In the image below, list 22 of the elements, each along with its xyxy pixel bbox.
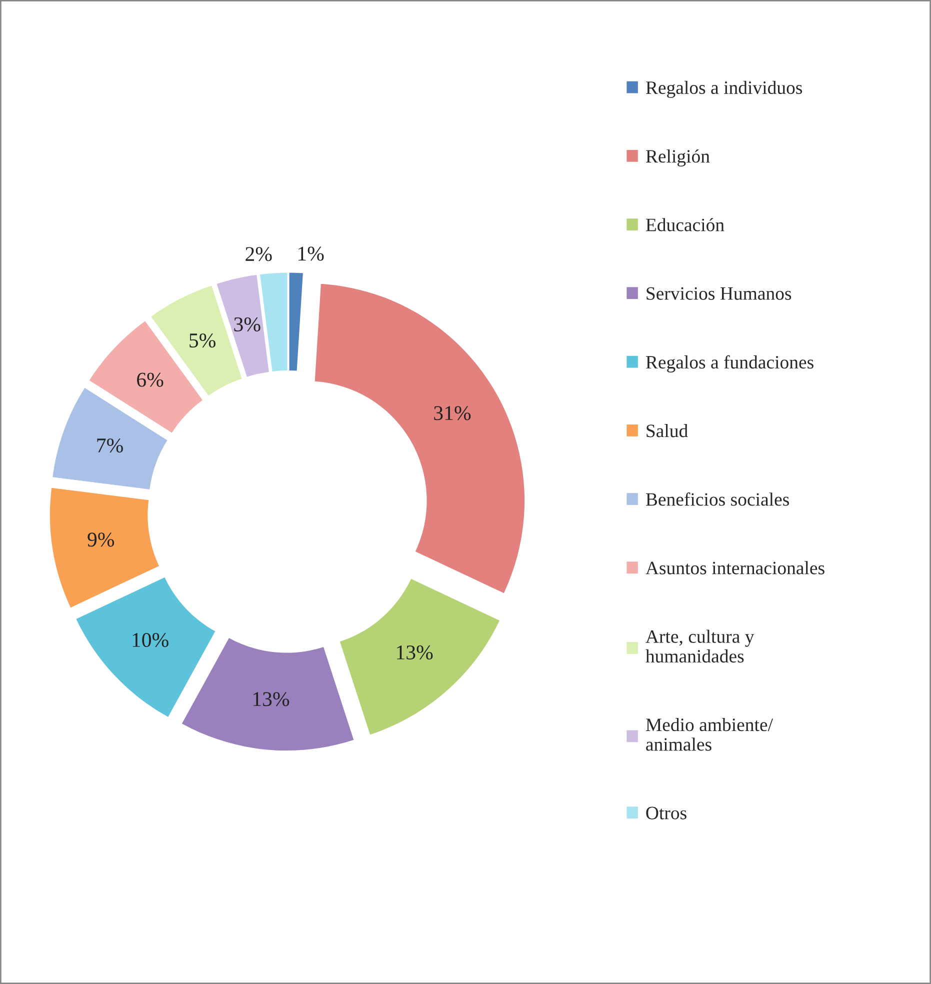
- legend-label: Otros: [646, 806, 686, 820]
- legend-label: Asuntos internacionales: [646, 561, 824, 574]
- data-label: 2%: [246, 247, 272, 262]
- data-label: 7%: [97, 438, 123, 453]
- data-label: 13%: [253, 692, 290, 706]
- data-label: 31%: [434, 406, 471, 420]
- legend-label: Beneficios sociales: [646, 492, 789, 506]
- data-label: 9%: [88, 532, 114, 547]
- legend-label: Religión: [646, 149, 710, 167]
- data-label: 13%: [397, 645, 433, 660]
- legend-label: Medio ambiente/ animales: [646, 718, 773, 751]
- data-label: 10%: [132, 632, 168, 648]
- data-label: 5%: [190, 333, 216, 348]
- legend-label: Servicios Humanos: [646, 287, 792, 300]
- legend-label: Regalos a fundaciones: [646, 355, 814, 372]
- data-label: 3%: [234, 317, 260, 332]
- data-label: 6%: [137, 372, 164, 387]
- data-label: 1%: [298, 246, 324, 261]
- legend-label: Educación: [646, 218, 724, 232]
- legend-label: Regalos a individuos: [646, 80, 802, 98]
- legend-label: Arte, cultura y humanidades: [646, 630, 754, 663]
- legend-label: Salud: [646, 424, 688, 438]
